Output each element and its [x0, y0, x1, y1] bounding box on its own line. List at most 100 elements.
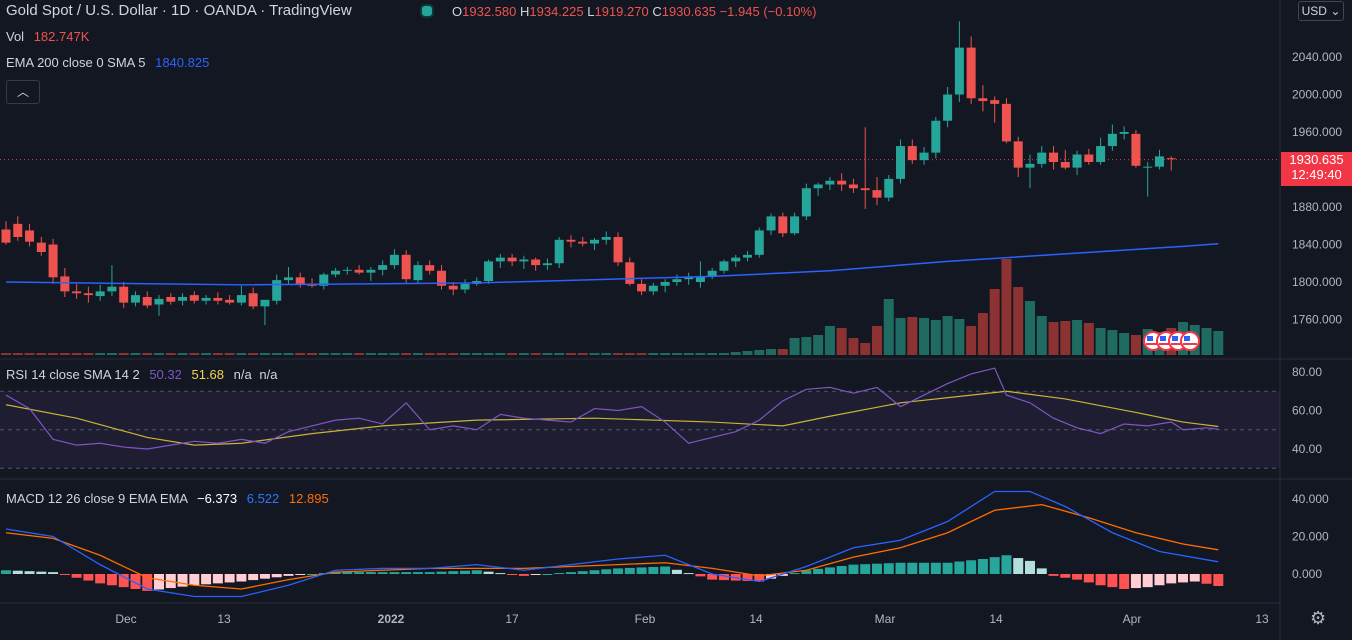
symbol-name: Gold Spot / U.S. Dollar · 1D · OANDA · T… — [6, 2, 352, 19]
candle-body — [590, 239, 599, 244]
volume-bar — [154, 353, 165, 355]
macd-pane[interactable] — [1, 490, 1224, 598]
macd-histogram-bar — [919, 562, 930, 574]
macd-histogram-bar — [1166, 574, 1177, 584]
macd-legend[interactable]: MACD 12 26 close 9 EMA EMA −6.373 6.522 … — [6, 491, 329, 506]
rsi-band-value-1: n/a — [233, 367, 252, 382]
chevron-up-icon: ︿ — [16, 85, 29, 99]
rsi-pane[interactable] — [0, 367, 1280, 469]
gear-icon[interactable]: ⚙ — [1310, 608, 1327, 628]
macd-line — [5, 490, 1219, 598]
candle-body — [119, 286, 129, 303]
candle-body — [884, 178, 894, 198]
time-tick-label: 2022 — [378, 612, 405, 626]
ema-legend[interactable]: EMA 200 close 0 SMA 5 1840.825 — [6, 55, 209, 70]
macd-histogram-bar — [1178, 574, 1188, 583]
volume-bar — [189, 353, 200, 355]
us-flag-icon — [1160, 336, 1166, 341]
candlesticks[interactable] — [1, 21, 1176, 326]
macd-histogram-bar — [189, 574, 200, 586]
candle-body — [637, 283, 647, 292]
volume-bar — [636, 353, 647, 355]
candle-body — [613, 237, 623, 263]
us-flag-icon — [1159, 343, 1173, 345]
candle-body — [83, 293, 93, 296]
candle-body — [130, 295, 140, 303]
volume-bar — [1060, 321, 1071, 355]
volume-legend[interactable]: Vol 182.747K — [6, 29, 89, 44]
macd-histogram-bar — [777, 574, 788, 576]
candle-body — [931, 120, 941, 153]
macd-histogram-bar — [718, 574, 729, 581]
event-flags[interactable] — [1143, 331, 1200, 351]
macd-histogram-bar — [577, 571, 588, 574]
candle-body — [248, 293, 258, 307]
macd-histogram-bar — [330, 572, 341, 574]
rsi-legend[interactable]: RSI 14 close SMA 14 2 50.32 51.68 n/a n/… — [6, 367, 277, 382]
candle-body — [154, 298, 164, 305]
volume-bar — [518, 353, 529, 355]
volume-bar — [71, 353, 82, 355]
time-tick-label: Feb — [635, 612, 656, 626]
candle-body — [566, 239, 576, 242]
macd-histogram-bar — [36, 571, 47, 574]
volume-bar — [966, 326, 977, 355]
symbol-title[interactable]: Gold Spot / U.S. Dollar · 1D · OANDA · T… — [6, 2, 352, 19]
candle-body — [272, 280, 282, 301]
volume-bar — [106, 353, 117, 355]
time-tick-label: Dec — [115, 612, 136, 626]
macd-tick-label: 0.000 — [1292, 567, 1322, 581]
volume-bar — [707, 353, 718, 355]
us-flag-icon — [1172, 336, 1178, 341]
collapse-legend-button[interactable]: ︿ — [6, 80, 40, 104]
volume-bar — [330, 353, 341, 355]
macd-histogram-bar — [801, 570, 812, 574]
candle-body — [766, 216, 776, 231]
volume-bar — [1, 353, 11, 355]
volume-bar — [789, 338, 800, 355]
volume-bar — [460, 353, 471, 355]
us-flag-icon — [1147, 336, 1153, 341]
volume-bar — [1024, 301, 1035, 355]
volume-bar — [118, 353, 129, 355]
macd-histogram-bar — [883, 563, 894, 574]
macd-histogram-bar — [530, 574, 541, 575]
last-price: 1930.635 — [1289, 152, 1344, 167]
candle-body — [943, 94, 953, 121]
macd-histogram-bar — [271, 574, 282, 578]
volume-bar — [530, 353, 541, 355]
rsi-tick-label: 60.00 — [1292, 404, 1322, 418]
macd-histogram-bar — [683, 573, 694, 575]
candle-body — [872, 190, 882, 198]
volume-value: 182.747K — [33, 29, 90, 44]
candle-body — [731, 257, 741, 262]
price-tick-label: 2000.000 — [1292, 88, 1342, 102]
macd-histogram-bar — [695, 574, 706, 577]
currency-selector[interactable]: USD ⌄ — [1298, 1, 1344, 21]
candle-body — [236, 295, 246, 303]
volume-bar — [483, 353, 494, 355]
candle-body — [754, 230, 764, 255]
candle-body — [1119, 132, 1129, 134]
candle-body — [578, 241, 588, 244]
signal-line — [5, 503, 1219, 590]
macd-histogram-bar — [1001, 555, 1012, 574]
rsi-label: RSI 14 close SMA 14 2 — [6, 367, 140, 382]
candle-body — [978, 98, 988, 102]
price-tick-label: 1960.000 — [1292, 125, 1342, 139]
high-label: H — [519, 4, 530, 19]
volume-bar — [977, 313, 988, 355]
volume-bar — [36, 353, 47, 355]
open-value: 1932.580 — [462, 4, 517, 19]
volume-bar — [401, 353, 412, 355]
candle-body — [225, 299, 235, 303]
time-tick-label: 14 — [989, 612, 1003, 626]
candle-body — [425, 265, 435, 271]
candle-body — [178, 297, 188, 301]
candle-body — [507, 257, 517, 262]
volume-bar — [683, 353, 694, 355]
ema-value: 1840.825 — [155, 55, 210, 70]
volume-bar — [12, 353, 23, 355]
